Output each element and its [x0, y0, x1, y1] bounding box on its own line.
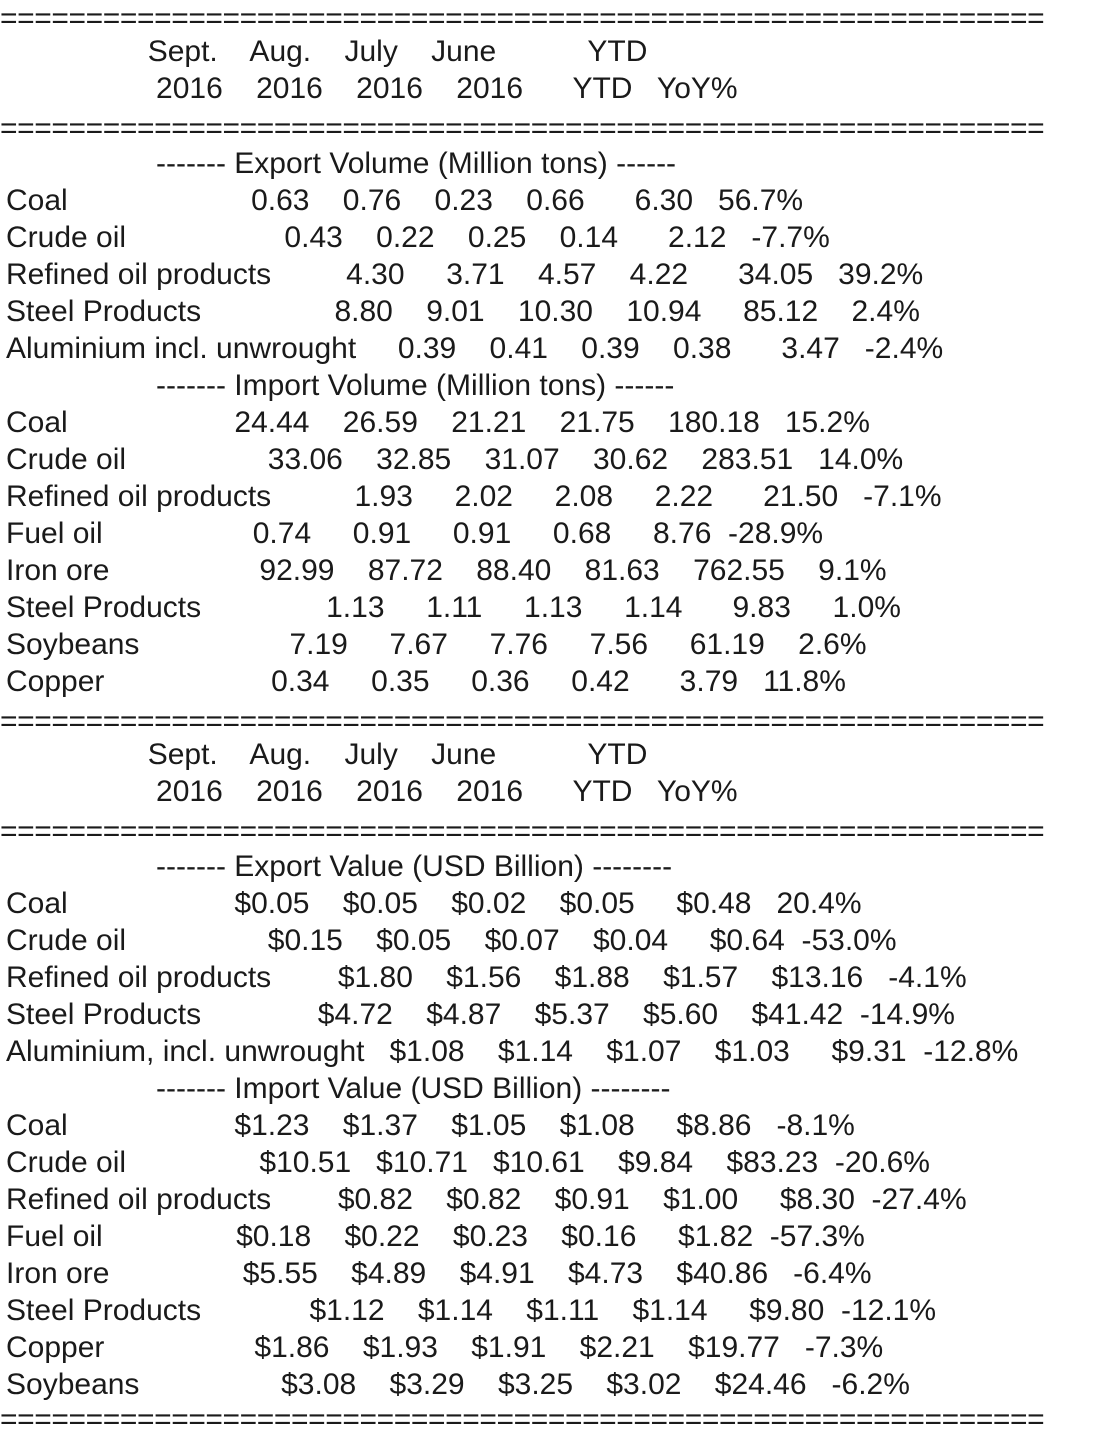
table-row: Coal $0.05 $0.05 $0.02 $0.05 $0.48 20.4% — [6, 887, 862, 920]
table-row: Steel Products $4.72 $4.87 $5.37 $5.60 $… — [6, 998, 955, 1031]
table-row: Aluminium, incl. unwrought $1.08 $1.14 $… — [6, 1035, 1019, 1068]
section-title-import-value: ------- Import Value (USD Billion) -----… — [6, 1072, 671, 1105]
column-header-months: Sept. Aug. July June YTD — [6, 35, 648, 68]
table-row: Steel Products 8.80 9.01 10.30 10.94 85.… — [6, 295, 920, 328]
table-row: Iron ore 92.99 87.72 88.40 81.63 762.55 … — [6, 554, 887, 587]
section-title-import-volume: ------- Import Volume (Million tons) ---… — [6, 369, 675, 402]
table-row: Copper 0.34 0.35 0.36 0.42 3.79 11.8% — [6, 665, 846, 698]
section-title-export-volume: ------- Export Volume (Million tons) ---… — [6, 147, 677, 180]
separator-rule: ========================================… — [0, 705, 1045, 738]
table-row: Fuel oil $0.18 $0.22 $0.23 $0.16 $1.82 -… — [6, 1220, 865, 1253]
separator-rule: ========================================… — [0, 1403, 1045, 1436]
separator-rule: ========================================… — [0, 112, 1045, 145]
table-row: Soybeans 7.19 7.67 7.76 7.56 61.19 2.6% — [6, 628, 867, 661]
table-row: Iron ore $5.55 $4.89 $4.91 $4.73 $40.86 … — [6, 1257, 872, 1290]
table-row: Soybeans $3.08 $3.29 $3.25 $3.02 $24.46 … — [6, 1368, 910, 1401]
column-header-months: Sept. Aug. July June YTD — [6, 738, 648, 771]
table-row: Refined oil products $0.82 $0.82 $0.91 $… — [6, 1183, 967, 1216]
table-row: Copper $1.86 $1.93 $1.91 $2.21 $19.77 -7… — [6, 1331, 884, 1364]
table-row: Coal 0.63 0.76 0.23 0.66 6.30 56.7% — [6, 184, 804, 217]
table-row: Refined oil products $1.80 $1.56 $1.88 $… — [6, 961, 967, 994]
table-row: Refined oil products 1.93 2.02 2.08 2.22… — [6, 480, 942, 513]
table-row: Crude oil $0.15 $0.05 $0.07 $0.04 $0.64 … — [6, 924, 897, 957]
table-row: Fuel oil 0.74 0.91 0.91 0.68 8.76 -28.9% — [6, 517, 824, 550]
table-row: Aluminium incl. unwrought 0.39 0.41 0.39… — [6, 332, 944, 365]
table-row: Coal 24.44 26.59 21.21 21.75 180.18 15.2… — [6, 406, 870, 439]
separator-rule: ========================================… — [0, 815, 1045, 848]
table-row: Steel Products 1.13 1.11 1.13 1.14 9.83 … — [6, 591, 901, 624]
section-title-export-value: ------- Export Value (USD Billion) -----… — [6, 850, 673, 883]
table-row: Crude oil 0.43 0.22 0.25 0.14 2.12 -7.7% — [6, 221, 830, 254]
table-row: Coal $1.23 $1.37 $1.05 $1.08 $8.86 -8.1% — [6, 1109, 855, 1142]
table-row: Refined oil products 4.30 3.71 4.57 4.22… — [6, 258, 924, 291]
table-row: Steel Products $1.12 $1.14 $1.11 $1.14 $… — [6, 1294, 937, 1327]
table-row: Crude oil 33.06 32.85 31.07 30.62 283.51… — [6, 443, 904, 476]
column-header-years: 2016 2016 2016 2016 YTD YoY% — [6, 775, 738, 808]
table-row: Crude oil $10.51 $10.71 $10.61 $9.84 $83… — [6, 1146, 930, 1179]
separator-rule: ========================================… — [0, 2, 1045, 35]
column-header-years: 2016 2016 2016 2016 YTD YoY% — [6, 72, 738, 105]
